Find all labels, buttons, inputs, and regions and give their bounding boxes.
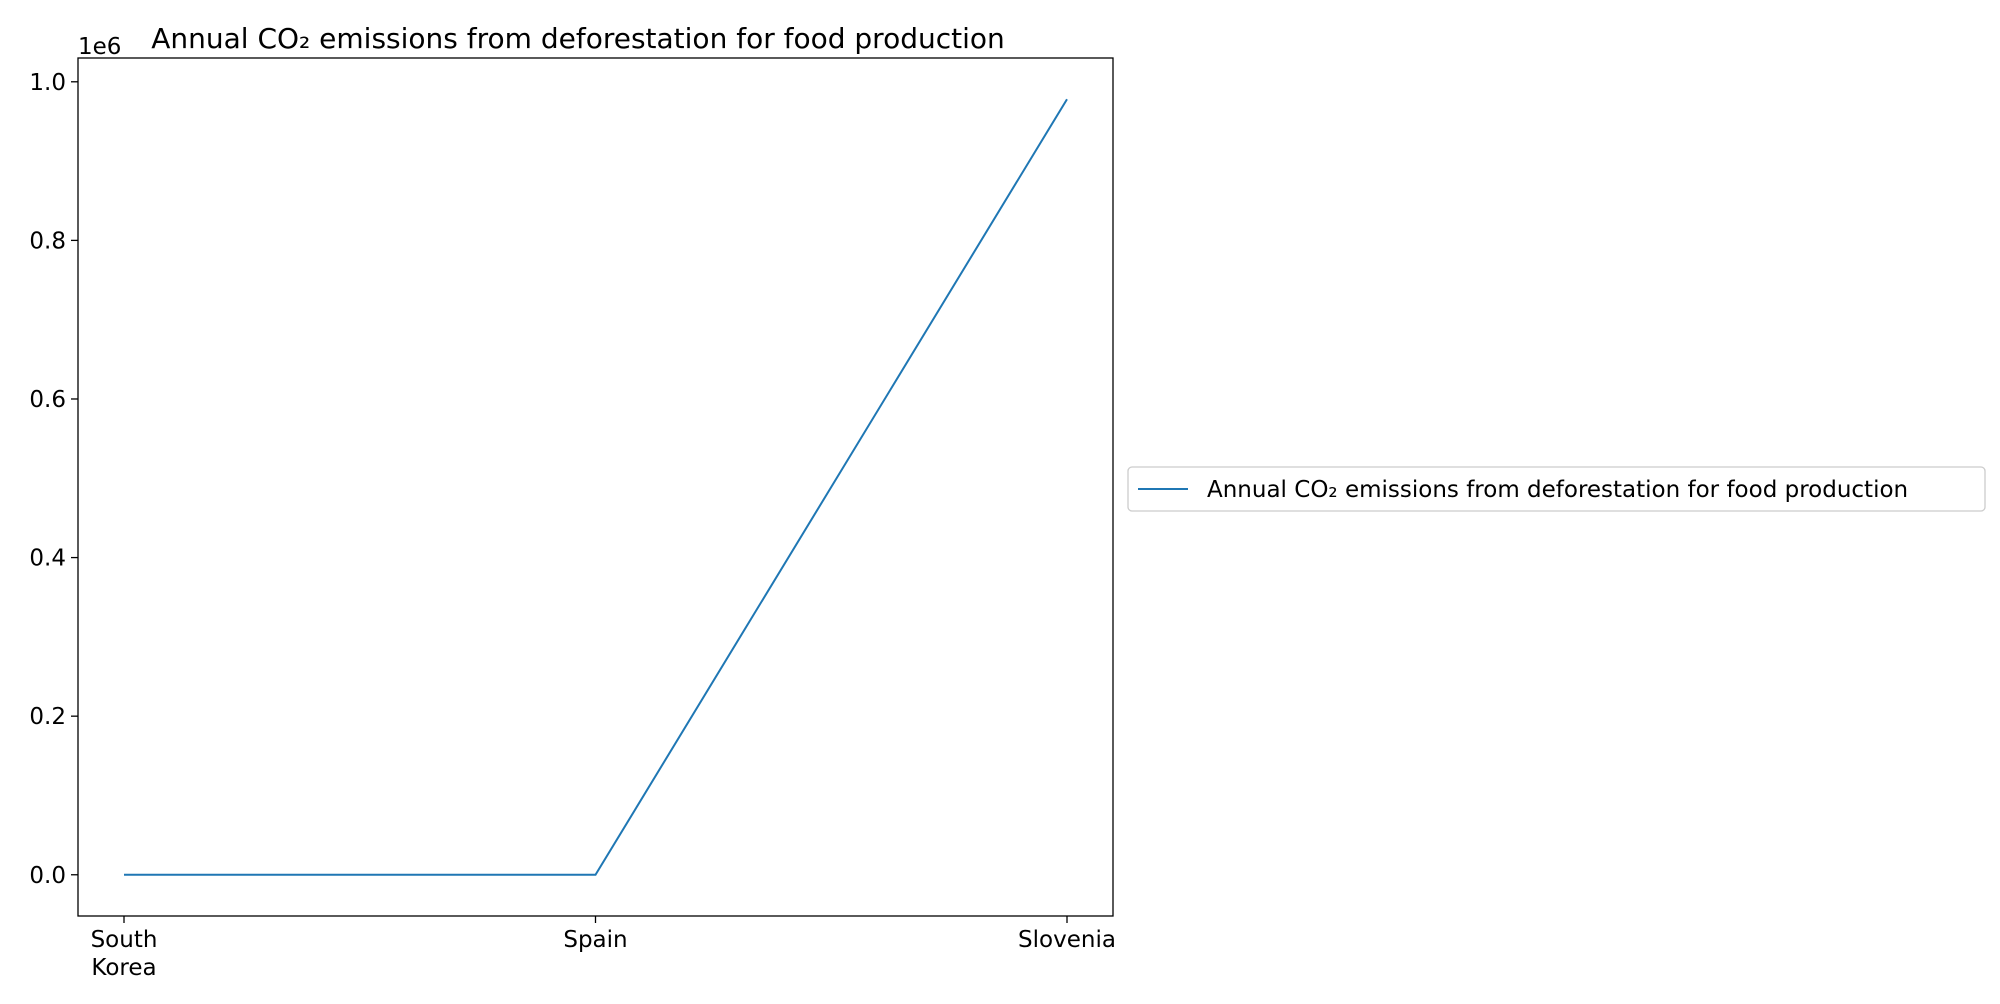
y-tick-label: 0.2 [29, 704, 66, 730]
y-tick-label: 0.0 [29, 863, 66, 889]
legend: Annual CO₂ emissions from deforestation … [1128, 467, 1985, 511]
plot-area-frame [78, 58, 1113, 916]
y-tick-label: 0.8 [29, 228, 66, 254]
series-line [124, 99, 1067, 875]
x-tick-label-line: South [91, 927, 158, 953]
x-tick-label-line: Spain [563, 927, 627, 953]
x-tick-label: Spain [563, 927, 627, 953]
legend-label: Annual CO₂ emissions from deforestation … [1207, 477, 1908, 503]
x-tick-label-line: Korea [91, 955, 156, 981]
x-tick-label: Slovenia [1018, 927, 1116, 953]
x-tick-label-line: Slovenia [1018, 927, 1116, 953]
y-tick-label: 0.4 [29, 546, 66, 572]
y-axis-offset-label: 1e6 [78, 34, 121, 60]
chart-title: Annual CO₂ emissions from deforestation … [151, 22, 1005, 55]
series-lines [124, 99, 1067, 875]
y-tick-label: 1.0 [29, 70, 66, 96]
y-tick-label: 0.6 [29, 387, 66, 413]
y-axis-ticks: 0.0 0.2 0.4 0.6 0.8 1.0 [29, 70, 78, 889]
